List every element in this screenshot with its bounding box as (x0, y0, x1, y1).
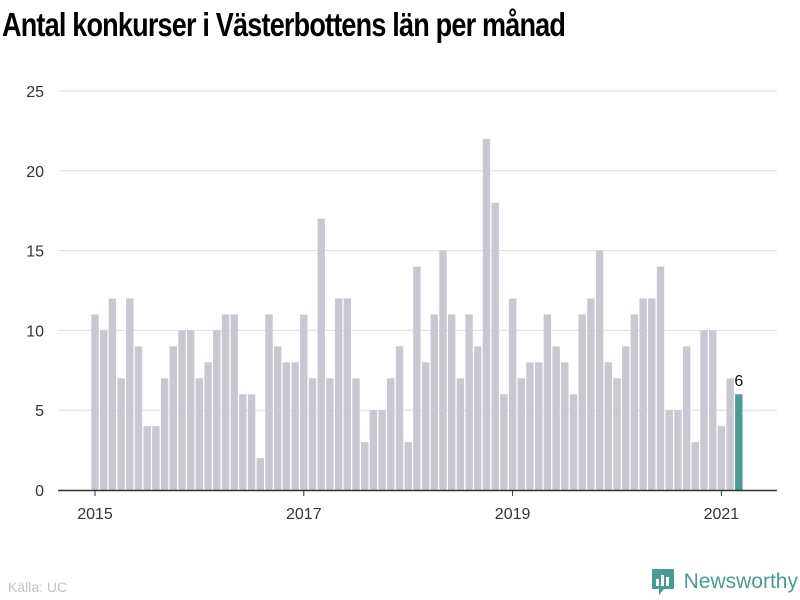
y-tick-label: 20 (26, 164, 44, 181)
x-axis: 2015 2017 2019 2021 (58, 489, 777, 523)
y-tick-label: 10 (26, 323, 44, 340)
bar-2016-07 (247, 394, 256, 490)
bar-2016-10 (274, 346, 282, 490)
bar-2016-05 (230, 314, 238, 490)
bar-2015-05 (126, 298, 134, 490)
bar-2015-04 (117, 378, 125, 490)
bars (91, 138, 743, 490)
bar-2020-11 (700, 330, 708, 490)
bar-2018-01 (404, 442, 412, 490)
bar-2019-11 (595, 250, 604, 490)
bar-2017-07 (352, 378, 360, 490)
bar-2020-05 (648, 298, 656, 490)
bar-2019-04 (535, 362, 543, 490)
x-tick-label: 2015 (77, 506, 113, 523)
bar-2017-02 (308, 378, 317, 490)
bar-2020-03 (630, 314, 639, 490)
bar-2017-03 (317, 218, 325, 490)
bar-2020-10 (691, 442, 699, 490)
bar-2016-03 (213, 330, 221, 490)
bar-2019-08 (569, 394, 578, 490)
bar-2019-03 (526, 362, 534, 490)
bar-2015-09 (160, 378, 169, 490)
bar-2019-10 (587, 298, 595, 490)
bar-2016-02 (204, 362, 212, 490)
bar-2018-09 (474, 346, 482, 490)
value-labels: 6 (734, 373, 743, 390)
bar-2015-08 (152, 426, 160, 490)
bar-2021-02 (726, 378, 734, 490)
y-tick-label: 5 (35, 403, 44, 420)
brand-name: Newsworthy (683, 570, 798, 593)
bar-2018-05 (439, 250, 447, 490)
bar-2017-06 (343, 298, 351, 490)
bar-2015-06 (134, 346, 143, 490)
bar-2019-06 (552, 346, 560, 490)
bar-2018-08 (465, 314, 473, 490)
bar-2018-11 (491, 202, 499, 490)
brand-logo: Newsworthy (650, 567, 798, 597)
y-tick-label: 0 (35, 483, 44, 500)
y-axis-ticks: 0 5 10 15 20 25 (26, 84, 44, 500)
bar-2017-08 (361, 442, 369, 490)
bar-2016-11 (282, 362, 291, 490)
bar-2018-03 (421, 362, 430, 490)
chart-title: Antal konkurser i Västerbottens län per … (2, 6, 566, 43)
bar-2018-02 (413, 266, 421, 490)
bar-2016-12 (291, 362, 299, 490)
bar-2021-03 (735, 394, 743, 490)
bar-2017-05 (334, 298, 343, 490)
bar-2018-04 (430, 314, 438, 490)
bar-2020-06 (656, 266, 665, 490)
x-tick-label: 2017 (286, 506, 322, 523)
bar-2016-08 (256, 458, 264, 490)
bar-2020-01 (613, 378, 621, 490)
bar-2015-10 (169, 346, 177, 490)
bar-2020-04 (639, 298, 647, 490)
bar-2015-07 (143, 426, 151, 490)
bar-2021-01 (717, 426, 726, 490)
bar-2015-02 (100, 330, 108, 490)
x-tick-label: 2021 (704, 506, 740, 523)
bar-2020-09 (682, 346, 691, 490)
bar-chart-icon (651, 569, 674, 595)
bar-2015-03 (108, 298, 117, 490)
bar-2015-12 (187, 330, 195, 490)
bar-2017-11 (387, 378, 395, 490)
bar-2018-07 (456, 378, 465, 490)
bar-2016-01 (195, 378, 204, 490)
bar-2018-10 (482, 138, 491, 490)
x-tick-label: 2019 (495, 506, 531, 523)
bar-2016-04 (221, 314, 230, 490)
bar-2020-07 (665, 410, 673, 490)
bar-2017-04 (326, 378, 334, 490)
bar-2016-06 (239, 394, 247, 490)
bar-2017-01 (300, 314, 308, 490)
bar-2020-12 (709, 330, 717, 490)
last-value-label: 6 (734, 373, 743, 390)
bar-2017-12 (395, 346, 404, 490)
bar-2018-12 (500, 394, 508, 490)
bar-2015-01 (91, 314, 99, 490)
bar-2017-10 (378, 410, 386, 490)
bar-2019-12 (604, 362, 612, 490)
bar-2018-06 (448, 314, 456, 490)
bar-2016-09 (265, 314, 273, 490)
bar-2019-09 (578, 314, 586, 490)
bar-2017-09 (369, 410, 378, 490)
bar-2019-01 (508, 298, 517, 490)
y-tick-label: 15 (26, 244, 44, 261)
bar-2015-11 (178, 330, 186, 490)
y-tick-label: 25 (26, 84, 44, 101)
bar-2019-05 (543, 314, 552, 490)
bar-2020-08 (674, 410, 682, 490)
bar-2019-07 (561, 362, 569, 490)
source-note: Källa: UC (8, 579, 68, 595)
bar-2020-02 (622, 346, 630, 490)
bar-2019-02 (517, 378, 525, 490)
